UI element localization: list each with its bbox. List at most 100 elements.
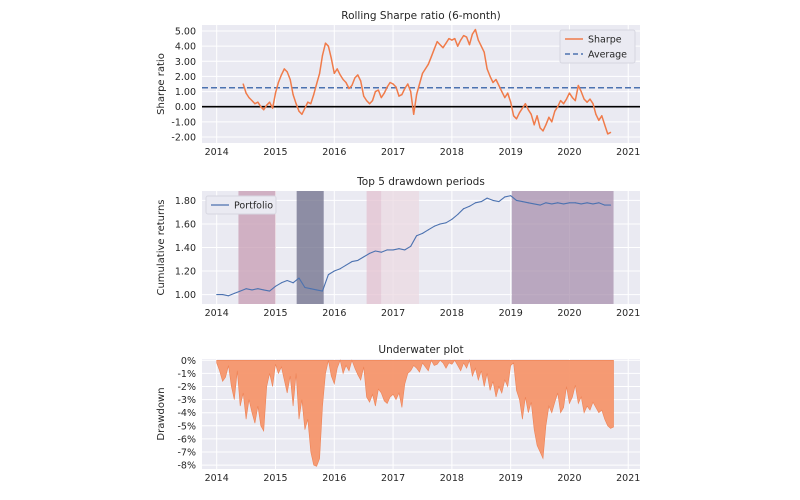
sharpe-point bbox=[448, 38, 450, 40]
sharpe-point bbox=[486, 68, 488, 70]
legend-label-portfolio: Portfolio bbox=[234, 201, 273, 212]
sharpe-point bbox=[348, 87, 350, 90]
sharpe-point bbox=[465, 36, 468, 38]
sharpe-point bbox=[248, 97, 250, 99]
sharpe-point bbox=[415, 93, 418, 96]
y-tick-label: -5% bbox=[178, 421, 197, 432]
portfolio-point bbox=[492, 199, 494, 201]
sharpe-point bbox=[468, 44, 471, 46]
sharpe-point bbox=[463, 34, 465, 37]
sharpe-point bbox=[557, 106, 559, 108]
sharpe-series-line bbox=[242, 28, 611, 135]
sharpe-point bbox=[460, 39, 462, 41]
y-tick-label: -8% bbox=[178, 461, 197, 472]
sharpe-point bbox=[401, 93, 403, 96]
y-tick-labels: 0% -1% -2% -3% -4% -5% -6% -7% -8% bbox=[178, 356, 197, 472]
legend: Sharpe Average bbox=[559, 29, 636, 64]
sharpe-point bbox=[307, 101, 309, 103]
portfolio-point bbox=[398, 248, 400, 250]
data-marks bbox=[216, 195, 612, 297]
portfolio-point bbox=[374, 250, 376, 252]
portfolio-point bbox=[510, 195, 512, 197]
portfolio-point bbox=[557, 202, 559, 204]
sharpe-point bbox=[298, 110, 300, 112]
portfolio-point bbox=[263, 289, 265, 291]
reference-lines bbox=[202, 87, 640, 108]
sharpe-point bbox=[289, 78, 291, 81]
sharpe-point bbox=[586, 101, 588, 103]
sharpe-point bbox=[610, 131, 612, 134]
sharpe-point bbox=[242, 83, 244, 85]
portfolio-point bbox=[469, 205, 471, 207]
sharpe-point bbox=[580, 90, 582, 93]
sharpe-point bbox=[583, 98, 585, 100]
sharpe-point bbox=[313, 93, 315, 96]
sharpe-point bbox=[266, 104, 268, 106]
sharpe-point bbox=[360, 80, 362, 82]
sharpe-point bbox=[507, 92, 509, 94]
sharpe-point bbox=[283, 68, 285, 70]
sharpe-point bbox=[295, 103, 297, 105]
x-tick-label: 2021 bbox=[616, 308, 640, 319]
sharpe-point bbox=[533, 124, 535, 126]
sharpe-point bbox=[560, 100, 562, 102]
sharpe-point bbox=[604, 124, 606, 126]
x-tick-label: 2016 bbox=[322, 308, 346, 319]
portfolio-point bbox=[463, 208, 465, 210]
portfolio-point bbox=[216, 294, 218, 296]
portfolio-point bbox=[421, 232, 423, 234]
portfolio-point bbox=[427, 229, 429, 231]
sharpe-point bbox=[454, 38, 456, 40]
y-tick-label: 3.00 bbox=[175, 57, 196, 68]
sharpe-point bbox=[480, 45, 482, 47]
portfolio-point bbox=[598, 202, 600, 204]
x-tick-labels: 2014 2015 2016 2017 2018 2019 2020 2021 bbox=[205, 473, 641, 484]
underwater-panel: Underwater plot Drawdown 2014 2015 2016 201… bbox=[156, 344, 640, 484]
portfolio-point bbox=[233, 292, 235, 294]
sharpe-point bbox=[548, 116, 550, 118]
sharpe-point bbox=[471, 33, 474, 35]
sharpe-point bbox=[510, 101, 512, 103]
y-tick-label: -7% bbox=[178, 447, 197, 458]
legend-box bbox=[205, 195, 277, 215]
y-axis-label: Drawdown bbox=[156, 387, 167, 440]
sharpe-point bbox=[598, 119, 600, 121]
sharpe-point bbox=[327, 45, 330, 47]
y-tick-label: 4.00 bbox=[175, 42, 196, 53]
rolling-sharpe-panel: Rolling Sharpe ratio (6-month) Sharpe ra… bbox=[156, 10, 640, 158]
portfolio-point bbox=[257, 288, 259, 290]
y-tick-labels: 5.00 4.00 3.00 2.00 1.00 0.00 -1.00 -2.00 bbox=[171, 27, 196, 144]
portfolio-point bbox=[433, 225, 435, 227]
sharpe-point bbox=[527, 109, 529, 111]
portfolio-point bbox=[310, 288, 312, 290]
sharpe-point bbox=[562, 103, 565, 105]
y-axis-label: Sharpe ratio bbox=[156, 53, 167, 115]
drawdown-periods-panel: Top 5 drawdown periods Cumulative return… bbox=[156, 176, 640, 319]
y-tick-label: -4% bbox=[178, 408, 197, 419]
sharpe-point bbox=[483, 51, 485, 53]
portfolio-point bbox=[298, 277, 300, 279]
sharpe-point bbox=[433, 48, 435, 50]
portfolio-point bbox=[457, 214, 459, 216]
portfolio-point bbox=[592, 203, 594, 205]
sharpe-point bbox=[254, 103, 256, 105]
sharpe-point bbox=[571, 97, 573, 99]
portfolio-point bbox=[439, 223, 441, 225]
portfolio-point bbox=[539, 204, 541, 206]
portfolio-point bbox=[486, 197, 488, 199]
portfolio-point bbox=[369, 252, 371, 254]
y-tick-label: -1% bbox=[178, 369, 197, 380]
y-tick-label: 1.00 bbox=[175, 87, 196, 98]
sharpe-point bbox=[427, 63, 429, 65]
sharpe-point bbox=[592, 103, 594, 105]
portfolio-point bbox=[545, 202, 547, 204]
portfolio-series-line bbox=[216, 195, 611, 297]
sharpe-point bbox=[263, 109, 265, 111]
y-tick-label: 1.00 bbox=[175, 290, 196, 301]
y-tick-label: 1.80 bbox=[175, 196, 196, 207]
sharpe-point bbox=[607, 133, 609, 135]
x-tick-label: 2019 bbox=[499, 147, 523, 158]
portfolio-point bbox=[274, 285, 276, 287]
sharpe-point bbox=[536, 115, 538, 117]
x-tick-label: 2015 bbox=[263, 308, 287, 319]
